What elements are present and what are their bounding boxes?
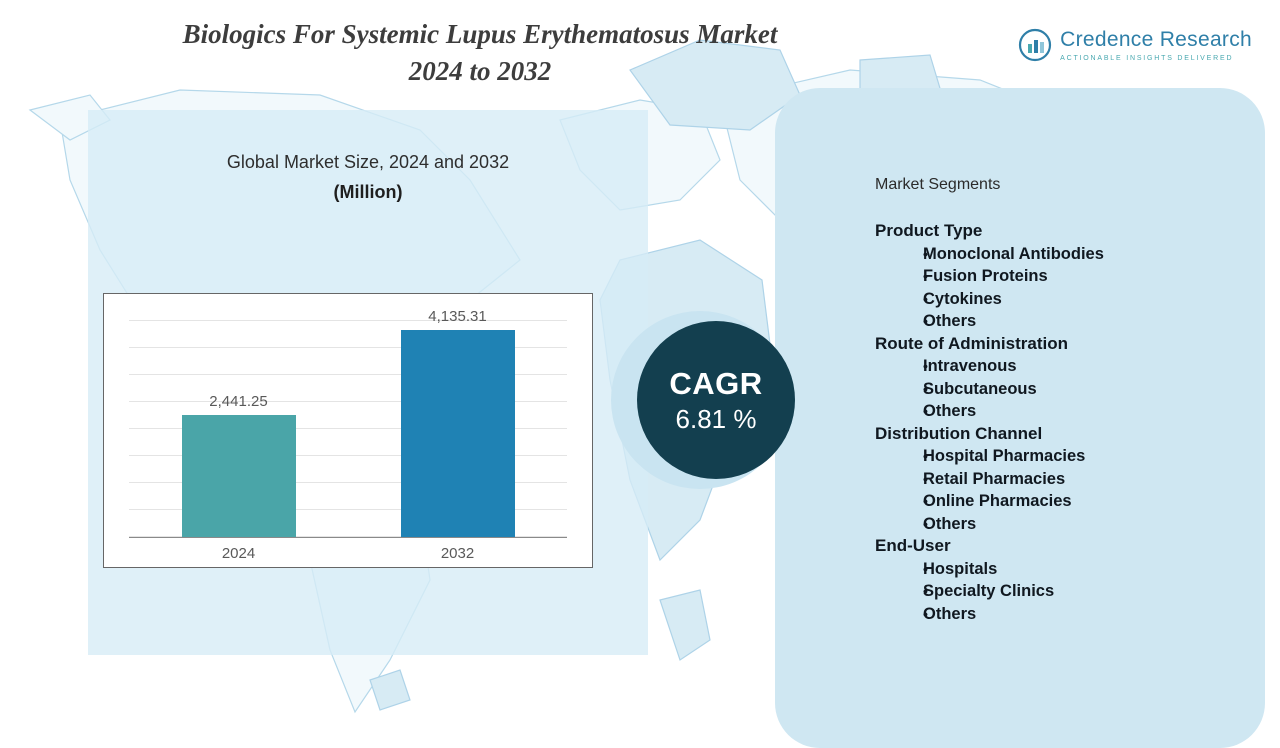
bar-slot: 4,135.31 bbox=[348, 308, 567, 537]
bullet-icon: • bbox=[923, 448, 928, 464]
segment-item-label: Cytokines bbox=[923, 289, 1002, 308]
brand-name: Credence Research bbox=[1060, 28, 1252, 51]
x-axis-label: 2024 bbox=[221, 544, 256, 562]
segment-item: • Cytokines bbox=[875, 288, 1235, 311]
cagr-value: 6.81 % bbox=[675, 403, 757, 434]
segment-item-label: Online Pharmacies bbox=[923, 492, 1072, 510]
segment-item: • Hospital Pharmacies bbox=[875, 445, 1235, 468]
cagr-label: CAGR bbox=[669, 365, 763, 401]
segment-item: • Monoclonal Antibodies bbox=[875, 243, 1235, 266]
infographic-canvas: Biologics For Systemic Lupus Erythematos… bbox=[28, 16, 1265, 748]
segment-item-label: Retail Pharmacies bbox=[923, 469, 1066, 488]
segment-item-label: Hospital Pharmacies bbox=[923, 447, 1086, 465]
segment-item: • Online Pharmacies bbox=[875, 490, 1235, 513]
bar-chart: 2,441.25 4,135.31 2024 2032 bbox=[103, 293, 593, 568]
bullet-icon: • bbox=[923, 583, 928, 599]
segment-item-label: Hospitals bbox=[923, 559, 998, 578]
chart-panel: Global Market Size, 2024 and 2032 (Milli… bbox=[88, 110, 648, 655]
segment-item: • Others bbox=[875, 400, 1235, 423]
chart-subtitle: (Million) bbox=[333, 182, 403, 202]
segment-item: • Intravenous bbox=[875, 355, 1235, 378]
page-title-line1: Biologics For Systemic Lupus Erythematos… bbox=[182, 19, 778, 49]
chart-title: Global Market Size, 2024 and 2032 bbox=[226, 152, 510, 172]
page-title-line2: 2024 to 2032 bbox=[408, 56, 552, 86]
bullet-icon: • bbox=[923, 245, 928, 262]
bullet-icon: • bbox=[923, 515, 928, 532]
bullet-icon: • bbox=[923, 403, 928, 419]
brand-logo: Credence Research Actionable Insights De… bbox=[1018, 28, 1252, 67]
bullet-icon: • bbox=[923, 358, 928, 374]
segment-item-label: Intravenous bbox=[923, 357, 1017, 375]
logo-chart-icon bbox=[1018, 28, 1052, 67]
cagr-badge: CAGR 6.81 % bbox=[637, 321, 795, 479]
page-title: Biologics For Systemic Lupus Erythematos… bbox=[60, 16, 900, 90]
bullet-icon: • bbox=[923, 605, 928, 622]
segment-item: • Hospitals bbox=[875, 558, 1235, 581]
segment-item: • Others bbox=[875, 603, 1235, 626]
bar-2032 bbox=[400, 330, 515, 537]
segment-item-label: Others bbox=[923, 312, 977, 330]
segments-list: Product Type • Monoclonal Antibodies • Fusio… bbox=[875, 220, 1235, 625]
segment-group-name: End-User bbox=[875, 536, 951, 555]
segment-item-label: Monoclonal Antibodies bbox=[923, 244, 1104, 263]
segment-item-label: Subcutaneous bbox=[923, 379, 1037, 398]
segment-group-name: Route of Administration bbox=[875, 333, 1068, 353]
segments-panel: Market Segments Product Type • Monoclonal … bbox=[775, 88, 1265, 748]
segment-item: • Subcutaneous bbox=[875, 378, 1235, 401]
bullet-icon: • bbox=[923, 493, 928, 509]
segment-item: • Specialty Clinics bbox=[875, 580, 1235, 603]
bar-value-label: 2,441.25 bbox=[209, 393, 268, 410]
segment-item-label: Fusion Proteins bbox=[923, 267, 1048, 285]
segment-item: • Retail Pharmacies bbox=[875, 468, 1235, 491]
brand-text: Credence Research Actionable Insights De… bbox=[1060, 28, 1252, 62]
bar-2024 bbox=[181, 415, 296, 537]
segment-item-label: Others bbox=[923, 604, 977, 623]
bullet-icon: • bbox=[923, 380, 928, 397]
chart-plot: 2,441.25 4,135.31 bbox=[129, 308, 567, 538]
bullet-icon: • bbox=[923, 470, 928, 487]
segment-item: • Fusion Proteins bbox=[875, 265, 1235, 288]
segments-heading: Market Segments bbox=[875, 176, 1001, 193]
segment-item: • Others bbox=[875, 513, 1235, 536]
segment-group-name: Product Type bbox=[875, 221, 983, 240]
bullet-icon: • bbox=[923, 268, 928, 284]
segment-item-label: Others bbox=[923, 514, 977, 533]
segment-group-name: Distribution Channel bbox=[875, 423, 1043, 443]
brand-tagline: Actionable Insights Delivered bbox=[1060, 55, 1234, 62]
bar-slot: 2,441.25 bbox=[129, 393, 348, 537]
segment-item: • Others bbox=[875, 310, 1235, 333]
x-axis-label: 2032 bbox=[440, 544, 475, 562]
segment-item-label: Others bbox=[923, 402, 977, 420]
segment-item-label: Specialty Clinics bbox=[923, 582, 1055, 600]
bullet-icon: • bbox=[923, 560, 928, 577]
bullet-icon: • bbox=[923, 290, 928, 307]
chart-xaxis: 2024 2032 bbox=[129, 538, 567, 568]
bullet-icon: • bbox=[923, 313, 928, 329]
bar-value-label: 4,135.31 bbox=[428, 308, 487, 325]
